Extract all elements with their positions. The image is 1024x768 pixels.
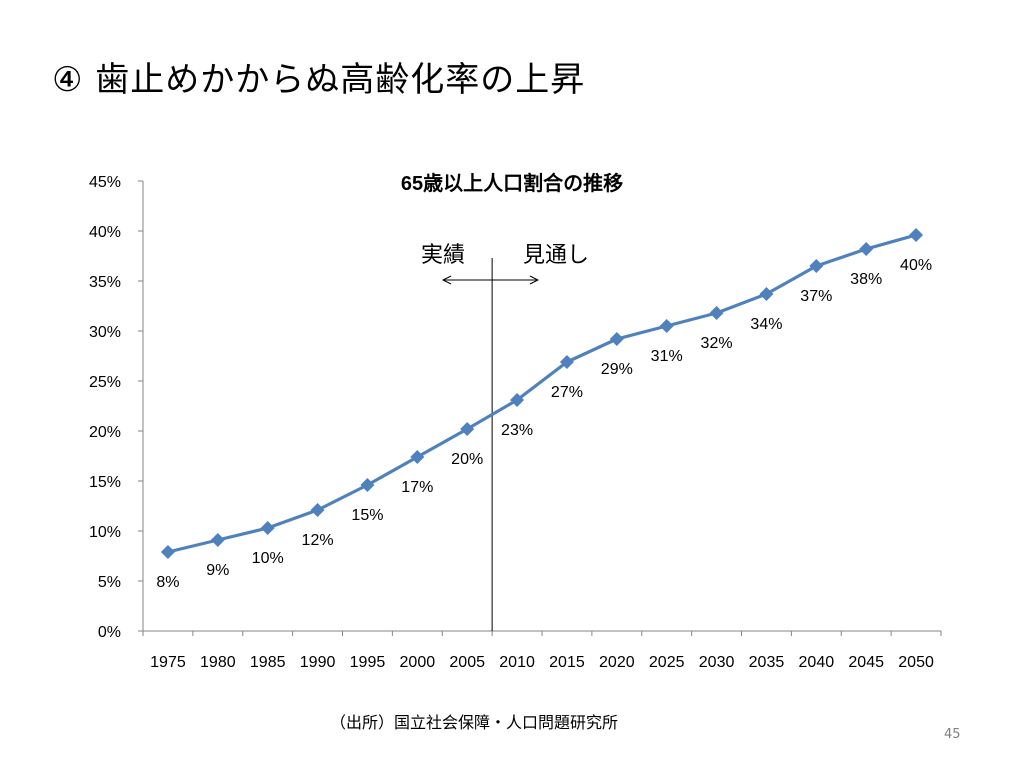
- projection-label: 見通し: [523, 242, 589, 267]
- data-label: 38%: [850, 271, 882, 288]
- data-label: 12%: [302, 532, 334, 549]
- data-point-marker: [260, 521, 275, 535]
- x-tick-label: 1990: [300, 654, 336, 671]
- x-tick-label: 2020: [599, 654, 635, 671]
- x-tick-label: 1980: [200, 654, 236, 671]
- x-tick-label: 2045: [848, 654, 884, 671]
- y-tick-label: 30%: [89, 324, 121, 341]
- x-tick-label: 2040: [799, 654, 835, 671]
- series-line: [160, 228, 924, 559]
- y-tick-label: 20%: [89, 424, 121, 441]
- data-labels: 8% 9% 10% 12% 15% 17% 20% 23% 27% 29% 31% 32% 34% 37%…: [156, 257, 932, 591]
- slide-title: ④ 歯止めかからぬ高齢化率の上昇: [52, 60, 586, 100]
- data-label: 34%: [750, 316, 782, 333]
- data-point-marker: [510, 393, 525, 407]
- y-tick-label: 25%: [89, 374, 121, 391]
- x-tick-label: 2005: [449, 654, 485, 671]
- data-point-marker: [160, 545, 175, 559]
- data-point-marker: [609, 332, 624, 346]
- y-tick-label: 45%: [89, 174, 121, 191]
- y-axis: 0% 5% 10% 15% 20% 25% 30% 35% 40% 45%: [89, 174, 144, 641]
- data-label: 10%: [252, 550, 284, 567]
- data-point-marker: [360, 478, 375, 492]
- data-label: 8%: [156, 574, 179, 591]
- data-point-marker: [809, 259, 824, 273]
- series-path: [167, 233, 917, 554]
- data-point-marker: [310, 503, 325, 517]
- data-label: 23%: [501, 422, 533, 439]
- x-tick-label: 2000: [400, 654, 436, 671]
- data-point-marker: [909, 228, 924, 242]
- chart-title: 65歳以上人口割合の推移: [401, 171, 623, 195]
- data-label: 29%: [601, 361, 633, 378]
- data-label: 32%: [701, 335, 733, 352]
- data-label: 20%: [451, 451, 483, 468]
- x-tick-label: 1995: [350, 654, 386, 671]
- data-point-marker: [659, 319, 674, 333]
- x-tick-label: 2030: [699, 654, 735, 671]
- source-note: （出所）国立社会保障・人口問題研究所: [330, 713, 619, 732]
- data-point-marker: [210, 533, 225, 547]
- forecast-divider: 実績 見通し: [421, 242, 589, 631]
- data-point-marker: [859, 242, 874, 256]
- x-tick-label: 2015: [549, 654, 585, 671]
- data-label: 15%: [351, 507, 383, 524]
- y-tick-label: 10%: [89, 524, 121, 541]
- data-label: 31%: [651, 348, 683, 365]
- y-tick-label: 5%: [98, 574, 121, 591]
- actual-label: 実績: [421, 242, 465, 267]
- x-tick-label: 2025: [649, 654, 685, 671]
- data-point-marker: [559, 355, 574, 369]
- x-tick-label: 1975: [150, 654, 186, 671]
- page-number: 45: [944, 727, 961, 742]
- x-axis: 1975 1980 1985 1990 1995 2000 2005 2010 2015 2020…: [142, 630, 942, 671]
- data-point-marker: [410, 450, 425, 464]
- data-point-marker: [709, 306, 724, 320]
- y-tick-label: 0%: [98, 624, 121, 641]
- data-label: 40%: [900, 257, 932, 274]
- data-label: 17%: [401, 479, 433, 496]
- data-label: 9%: [206, 562, 229, 579]
- data-label: 37%: [800, 288, 832, 305]
- y-tick-label: 15%: [89, 474, 121, 491]
- data-point-marker: [460, 422, 475, 436]
- x-tick-label: 2035: [749, 654, 785, 671]
- y-tick-label: 35%: [89, 274, 121, 291]
- y-tick-label: 40%: [89, 224, 121, 241]
- x-tick-label: 2010: [499, 654, 535, 671]
- x-tick-label: 1985: [250, 654, 286, 671]
- data-point-marker: [759, 287, 774, 301]
- data-label: 27%: [551, 384, 583, 401]
- x-tick-label: 2050: [898, 654, 934, 671]
